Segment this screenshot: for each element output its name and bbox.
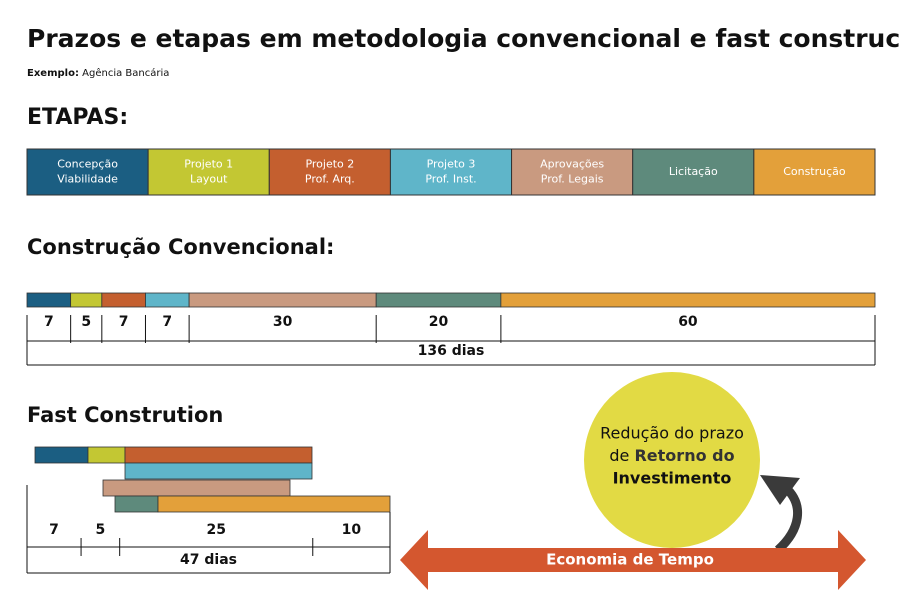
timeline-bar: [101, 292, 146, 308]
callout-bold: Investimento: [613, 469, 732, 488]
day-label: 5: [95, 522, 105, 538]
stage-box: [632, 148, 755, 196]
day-label: 20: [429, 314, 449, 330]
stage-box: [511, 148, 634, 196]
timeline-bar: [145, 292, 190, 308]
stage-label: Prof. Inst.: [425, 173, 476, 186]
stage-label: Aprovações: [540, 158, 604, 171]
stage-label: Viabilidade: [57, 173, 118, 186]
timeline-bar: [375, 292, 502, 308]
stage-label: Licitação: [669, 165, 718, 178]
stage-label: Construção: [783, 165, 846, 178]
fast-bar: [34, 446, 89, 464]
day-label: 30: [273, 314, 293, 330]
fast-bar: [114, 495, 159, 513]
timeline-bar: [188, 292, 377, 308]
arrow-label: Economia de Tempo: [546, 551, 714, 569]
stage-box: [753, 148, 876, 196]
total-label: 47 dias: [180, 552, 237, 568]
stage-label: Layout: [190, 173, 228, 186]
timeline-bar: [70, 292, 103, 308]
stage-box: [26, 148, 149, 196]
fast-bar: [157, 495, 391, 513]
stage-label: Concepção: [57, 158, 118, 171]
subtitle-label: Exemplo:: [27, 68, 79, 79]
stage-box: [268, 148, 391, 196]
fast-bar: [124, 446, 313, 464]
callout-text: de Retorno do: [609, 446, 734, 465]
stage-label: Projeto 1: [184, 158, 233, 171]
day-label: 7: [49, 522, 59, 538]
curved-arrow: [774, 483, 803, 554]
callout-text: Redução do prazo: [600, 424, 744, 443]
day-label: 25: [206, 522, 225, 538]
curved-arrow-head: [760, 475, 800, 505]
stages-heading: ETAPAS:: [27, 105, 128, 130]
day-label: 10: [342, 522, 362, 538]
day-label: 5: [81, 314, 91, 330]
stage-box: [389, 148, 513, 196]
day-label: 7: [44, 314, 54, 330]
fast-bar: [124, 462, 313, 480]
subtitle-text: Agência Bancária: [82, 67, 169, 79]
callout-circle: [584, 372, 760, 548]
stage-label: Projeto 3: [427, 158, 476, 171]
stage-label: Projeto 2: [305, 158, 354, 171]
stage-box: [147, 148, 270, 196]
timeline-bar: [500, 292, 876, 308]
day-label: 60: [678, 314, 698, 330]
stage-label: Prof. Arq.: [305, 173, 355, 186]
subtitle: Exemplo: Agência Bancária: [27, 67, 169, 79]
day-label: 7: [119, 314, 129, 330]
callout-text: de: [609, 446, 629, 465]
day-label: 7: [162, 314, 172, 330]
stage-label: Prof. Legais: [541, 173, 604, 186]
total-label: 136 dias: [418, 343, 485, 359]
callout-bold: Retorno do: [634, 446, 734, 465]
fast-bars: [34, 446, 391, 513]
double-arrow: [400, 530, 866, 590]
fast-heading: Fast Constrution: [27, 403, 223, 427]
fast-bar: [102, 479, 291, 497]
timeline-bar: [26, 292, 72, 308]
fast-bar: [87, 446, 126, 464]
conventional-heading: Construção Convencional:: [27, 235, 334, 259]
title: Prazos e etapas em metodologia convencio…: [27, 24, 900, 53]
